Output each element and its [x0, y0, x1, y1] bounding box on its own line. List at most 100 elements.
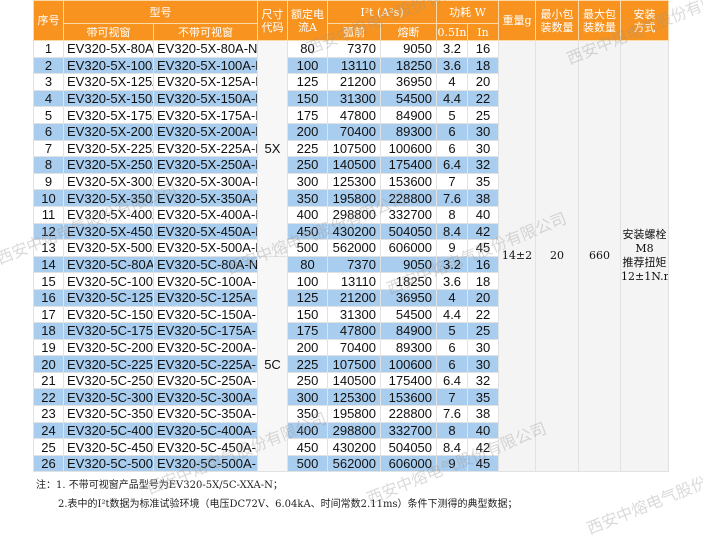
seq-cell: 22	[33, 388, 64, 407]
seq-cell: 11	[33, 205, 64, 224]
model-with-window: EV320-5C-125A	[63, 288, 154, 307]
min-pack-cell: 20	[535, 39, 580, 473]
pre-arc-i2t: 195800	[327, 405, 381, 423]
clearing-i2t: 606000	[379, 239, 438, 257]
model-with-window: EV320-5C-500A	[63, 454, 154, 473]
pre-arc-i2t: 562000	[327, 239, 381, 257]
clearing-i2t: 100600	[379, 355, 438, 373]
power-in: 45	[467, 454, 500, 473]
seq-cell: 20	[33, 355, 64, 373]
rated-current: 450	[287, 222, 328, 241]
model-with-window: EV320-5X-300A	[63, 172, 154, 191]
header-power-05in: 0.5In	[436, 23, 469, 41]
power-05in: 3.6	[436, 56, 469, 75]
clearing-i2t: 228800	[379, 405, 438, 423]
table-row: 10 EV320-5X-350A EV320-5X-350A-N 350 195800 2…	[33, 189, 669, 207]
table-row: 17 EV320-5C-150A EV320-5C-150A-N 150 31300 54…	[33, 305, 669, 324]
clearing-i2t: 153600	[379, 172, 438, 191]
table-row: 15 EV320-5C-100A EV320-5C-100A-N 100 13110 18…	[33, 272, 669, 290]
pre-arc-i2t: 31300	[327, 305, 381, 324]
model-without-window: EV320-5X-450A-N	[153, 222, 258, 241]
pre-arc-i2t: 298800	[327, 421, 381, 440]
power-in: 25	[467, 322, 500, 340]
rated-current: 250	[287, 156, 328, 174]
model-without-window: EV320-5C-250A-N	[153, 371, 258, 390]
power-in: 32	[467, 371, 500, 390]
power-in: 25	[467, 106, 500, 124]
rated-current: 100	[287, 272, 328, 290]
model-without-window: EV320-5C-225A-N	[153, 355, 258, 373]
size-code-cell: 5C	[257, 255, 288, 473]
mount-line: 12±1N.m	[621, 270, 668, 284]
rated-current: 100	[287, 56, 328, 75]
power-in: 20	[467, 73, 500, 91]
model-without-window: EV320-5X-150A-N	[153, 89, 258, 108]
pre-arc-i2t: 107500	[327, 355, 381, 373]
model-without-window: EV320-5C-200A-N	[153, 338, 258, 357]
power-05in: 7.6	[436, 405, 469, 423]
table-row: 24 EV320-5C-400A EV320-5C-400A-N 400 298800 3…	[33, 421, 669, 440]
table-row: 1 EV320-5X-80A EV320-5X-80A-N 5X 80 7370 9050 3…	[33, 39, 670, 473]
rated-current: 350	[287, 189, 328, 207]
power-05in: 4.4	[436, 305, 469, 324]
pre-arc-i2t: 70400	[327, 338, 381, 357]
header-weight: 重量g	[498, 0, 537, 41]
pre-arc-i2t: 47800	[327, 106, 381, 124]
power-05in: 3.6	[436, 272, 469, 290]
pre-arc-i2t: 140500	[327, 371, 381, 390]
rated-current: 80	[287, 40, 328, 58]
power-05in: 6	[436, 355, 469, 373]
clearing-i2t: 84900	[379, 106, 438, 124]
pre-arc-i2t: 140500	[327, 156, 381, 174]
power-in: 40	[467, 421, 500, 440]
seq-cell: 14	[33, 255, 64, 274]
power-05in: 6	[436, 139, 469, 158]
model-with-window: EV320-5X-100A	[63, 56, 154, 75]
model-without-window: EV320-5C-400A-N	[153, 421, 258, 440]
power-in: 30	[467, 139, 500, 158]
model-without-window: EV320-5C-125A-N	[153, 288, 258, 307]
seq-cell: 10	[33, 189, 64, 207]
table-row: 23 EV320-5C-350A EV320-5C-350A-N 350 195800 2…	[33, 405, 669, 423]
power-05in: 7	[436, 388, 469, 407]
power-05in: 8.4	[436, 438, 469, 456]
product-spec-table: 序号 型号 尺寸代码 额定电流A I²t (A²s) 功耗 W 重量g 最小包装…	[33, 0, 670, 473]
rated-current: 450	[287, 438, 328, 456]
model-with-window: EV320-5X-200A	[63, 122, 154, 141]
table-row: 14 EV320-5C-80A EV320-5C-80A-N 5C 80 7370 9050…	[33, 255, 669, 473]
power-in: 35	[467, 388, 500, 407]
power-05in: 8	[436, 421, 469, 440]
model-with-window: EV320-5C-225A	[63, 355, 154, 373]
model-without-window: EV320-5C-450A-N	[153, 438, 258, 456]
pre-arc-i2t: 7370	[327, 40, 381, 58]
power-05in: 5	[436, 322, 469, 340]
model-with-window: EV320-5C-200A	[63, 338, 154, 357]
model-with-window: EV320-5C-100A	[63, 272, 154, 290]
model-with-window: EV320-5X-125A	[63, 73, 154, 91]
model-with-window: EV320-5C-400A	[63, 421, 154, 440]
mount-line: 安装螺栓	[622, 228, 667, 242]
power-in: 40	[467, 205, 500, 224]
seq-cell: 3	[33, 73, 64, 91]
model-without-window: EV320-5X-500A-N	[153, 239, 258, 257]
seq-cell: 18	[33, 322, 64, 340]
seq-cell: 17	[33, 305, 64, 324]
rated-current: 150	[287, 305, 328, 324]
model-without-window: EV320-5X-225A-N	[153, 139, 258, 158]
power-in: 38	[467, 405, 500, 423]
pre-arc-i2t: 125300	[327, 388, 381, 407]
rated-current: 350	[287, 405, 328, 423]
pre-arc-i2t: 21200	[327, 73, 381, 91]
power-05in: 4	[436, 73, 469, 91]
header-min-pack: 最小包装数量	[535, 0, 580, 41]
pre-arc-i2t: 13110	[327, 56, 381, 75]
model-with-window: EV320-5C-80A	[63, 255, 154, 274]
max-pack-cell: 660	[578, 39, 622, 473]
model-without-window: EV320-5X-350A-N	[153, 189, 258, 207]
power-in: 30	[467, 122, 500, 141]
table-row: 7 EV320-5X-225A EV320-5X-225A-N 225 107500 10…	[33, 139, 669, 158]
power-05in: 6.4	[436, 156, 469, 174]
header-max-pack: 最大包装数量	[578, 0, 622, 41]
pre-arc-i2t: 70400	[327, 122, 381, 141]
seq-cell: 26	[33, 454, 64, 473]
